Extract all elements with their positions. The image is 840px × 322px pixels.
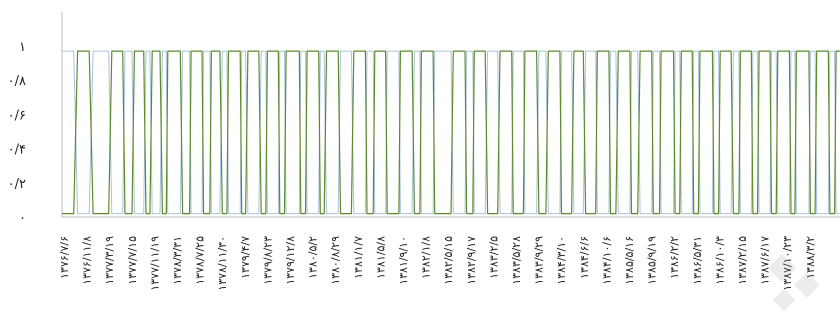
x-tick-label: ۱۳۸۲/۵/۱۵	[442, 236, 455, 285]
x-tick-label: ۱۳۸۷/۲/۱۵	[736, 236, 749, 285]
x-tick-label: ۱۳۸۶/۵/۳۱	[691, 236, 704, 285]
x-tick-label: ۱۳۸۲/۱/۸	[420, 236, 433, 279]
x-tick-label: ۱۳۷۸/۳/۳۱	[171, 236, 184, 285]
x-tick-label: ۱۳۸۲/۹/۱۷	[465, 236, 478, 285]
x-tick-label: ۱۳۸۴/۳/۱۰	[555, 236, 568, 285]
x-tick-label: ۱۳۷۸/۷/۲۵	[194, 236, 207, 285]
y-tick-label: ۰/۸	[8, 74, 26, 89]
x-tick-label: ۱۳۷۷/۷/۱۵	[126, 236, 139, 285]
x-tick-label: ۱۳۸۴/۱۰/۶	[600, 236, 613, 285]
x-tick-label: ۱۳۷۹/۱۲/۸	[284, 236, 297, 285]
y-tick-label: ۰/۶	[8, 108, 26, 123]
x-tick-label: ۱۳۸۳/۹/۲۹	[533, 236, 546, 285]
y-tick-label: ۰/۲	[8, 177, 26, 192]
x-tick-label: ۱۳۸۰/۵/۲	[307, 236, 320, 279]
x-tick-label: ۱۳۷۸/۱۱/۳۰	[216, 236, 229, 291]
x-tick-label: ۱۳۸۶/۱۰/۳	[713, 236, 726, 285]
x-tick-label: ۱۳۸۰/۸/۲۹	[329, 236, 342, 285]
x-tick-label: ۱۳۸۵/۵/۱۶	[623, 236, 636, 285]
x-tick-label: ۱۳۷۶/۷/۶	[58, 236, 71, 279]
x-tick-label: ۱۳۸۵/۹/۱۹	[646, 236, 659, 285]
x-tick-label: ۱۳۸۳/۲/۵	[487, 236, 500, 279]
y-tick-label: ۱	[19, 40, 26, 55]
y-tick-labels: ۰ ۰/۲ ۰/۴ ۰/۶ ۰/۸ ۱	[8, 40, 26, 226]
x-tick-label: ۱۳۸۷/۱۰/۲۳	[781, 236, 794, 291]
y-tick-label: ۰	[19, 211, 26, 226]
x-tick-label: ۱۳۸۱/۵/۸	[374, 236, 387, 279]
series-line-1	[62, 50, 840, 215]
x-tick-labels: ۱۳۷۶/۷/۶ ۱۳۷۶/۱۱/۸ ۱۳۷۷/۳/۱۹ ۱۳۷۷/۷/۱۵ ۱۳۷۷/…	[58, 236, 817, 291]
x-tick-label: ۱۳۸۳/۵/۲۸	[510, 236, 523, 285]
x-tick-label: ۱۳۸۶/۲/۲	[668, 236, 681, 279]
x-tick-label: ۱۳۷۹/۸/۲۳	[261, 236, 274, 285]
x-tick-label: ۱۳۸۷/۶/۱۷	[759, 236, 772, 285]
x-tick-label: ۱۳۸۱/۹/۱۰	[397, 236, 410, 285]
x-tick-label: ۱۳۸۱/۱/۷	[352, 236, 365, 279]
watermark-logo	[767, 253, 820, 312]
x-tick-label: ۱۳۸۴/۶/۶	[578, 236, 591, 279]
x-tick-label: ۱۳۷۶/۱۱/۸	[81, 236, 94, 285]
x-tick-label: ۱۳۸۸/۳/۲	[804, 236, 817, 279]
x-tick-label: ۱۳۷۷/۱۱/۱۹	[148, 236, 161, 291]
x-tick-label: ۱۳۷۹/۴/۷	[239, 236, 252, 279]
series-group	[62, 50, 840, 215]
x-tick-label: ۱۳۷۷/۳/۱۹	[103, 236, 116, 285]
y-tick-label: ۰/۴	[8, 143, 26, 158]
